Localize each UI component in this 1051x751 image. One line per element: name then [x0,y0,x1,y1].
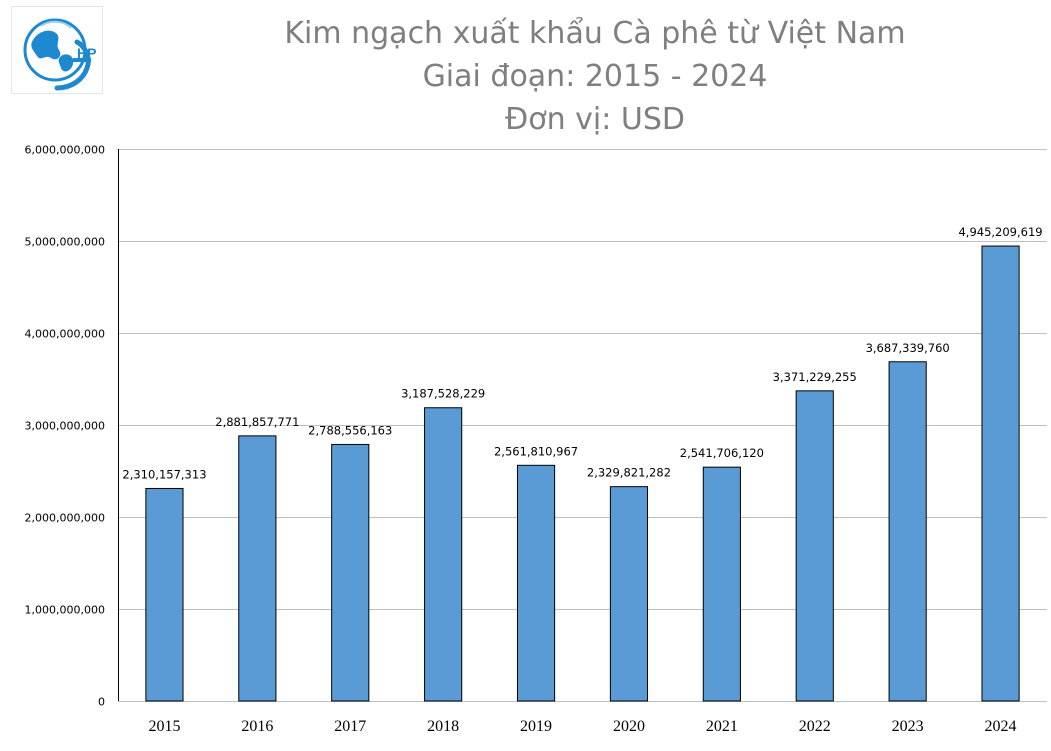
y-tick-label: 4,000,000,000 [25,328,105,341]
y-tick-label: 0 [98,696,105,709]
bar-2023 [888,361,927,702]
chart-unit: Đơn vị: USD [505,102,685,137]
y-tick-label: 1,000,000,000 [25,604,105,617]
bar-2022 [795,390,834,702]
data-label-2019: 2,561,810,967 [494,444,578,458]
bar-2018 [424,407,463,702]
x-tick-label-2020: 2020 [613,718,645,735]
x-tick-label-2018: 2018 [427,718,459,735]
data-label-2022: 3,371,229,255 [773,370,857,384]
chart-title: Kim ngạch xuất khẩu Cà phê từ Việt Nam [284,16,906,51]
x-tick-label-2016: 2016 [241,718,273,735]
bar-2016 [238,435,277,702]
y-tick-label: 2,000,000,000 [25,512,105,525]
hp-globe-logo: HP [11,6,103,94]
data-label-2016: 2,881,857,771 [215,415,299,429]
x-tick-label-2021: 2021 [706,718,738,735]
bar-2021 [702,466,741,702]
data-label-2024: 4,945,209,619 [958,225,1042,239]
data-label-2015: 2,310,157,313 [122,467,206,481]
data-labels: 2,310,157,313 2,881,857,771 2,788,556,163 3… [122,225,1042,481]
bars [145,245,1020,702]
data-label-2023: 3,687,339,760 [866,341,950,355]
y-tick-label: 6,000,000,000 [25,144,105,157]
data-label-2017: 2,788,556,163 [308,423,392,437]
y-tick-label: 3,000,000,000 [25,420,105,433]
logo-text: HP [77,45,96,61]
x-tick-label-2017: 2017 [334,718,366,735]
chart-title-block: Kim ngạch xuất khẩu Cà phê từ Việt Nam G… [180,12,1010,141]
x-tick-label-2022: 2022 [799,718,831,735]
y-axis-ticks: 0 1,000,000,000 2,000,000,000 3,000,000,000… [25,144,105,709]
x-tick-label-2015: 2015 [148,718,180,735]
bar-2017 [331,443,370,702]
bar-2020 [609,486,649,702]
data-label-2021: 2,541,706,120 [680,446,764,460]
x-tick-label-2023: 2023 [892,718,924,735]
x-tick-label-2019: 2019 [520,718,552,735]
x-axis-ticks: 2015 2016 2017 2018 2019 2020 2021 2022 2023 2024 [148,718,1016,735]
data-label-2018: 3,187,528,229 [401,387,485,401]
bar-2019 [516,464,556,702]
bar-2015 [145,487,184,702]
bar-2024 [981,245,1020,702]
data-label-2020: 2,329,821,282 [587,466,671,480]
x-tick-label-2024: 2024 [985,718,1017,735]
y-tick-label: 5,000,000,000 [25,236,105,249]
chart-subtitle: Giai đoạn: 2015 - 2024 [422,59,768,94]
